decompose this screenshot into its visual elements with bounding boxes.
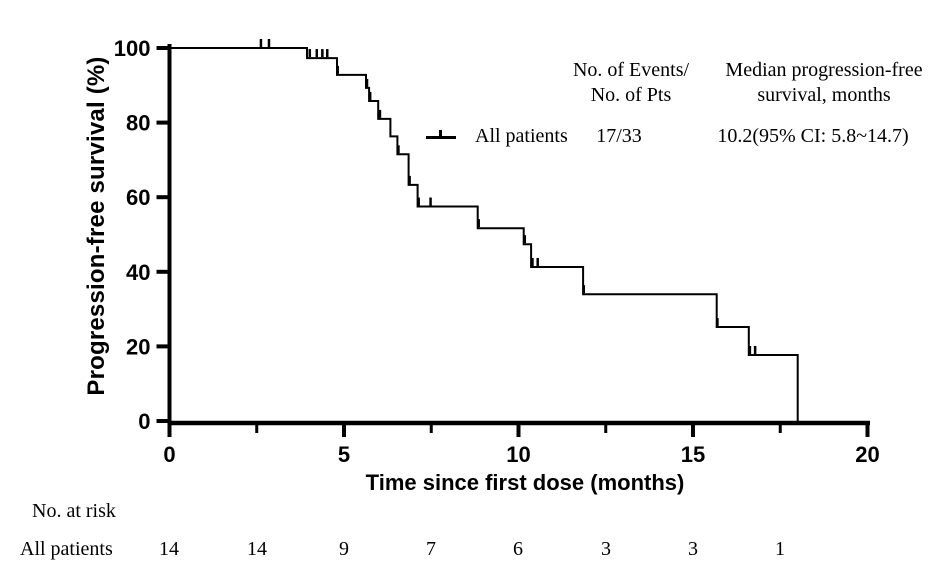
- at-risk-count: 3: [688, 538, 698, 560]
- x-tick-label: 10: [506, 442, 530, 467]
- events-column-header: No. of Events/ No. of Pts: [556, 58, 706, 108]
- at-risk-count: 1: [775, 538, 785, 560]
- at-risk-count: 14: [159, 538, 179, 560]
- number-at-risk-row-label: All patients: [20, 538, 113, 560]
- x-tick-label: 15: [681, 442, 705, 467]
- median-column-header: Median progression-free survival, months: [704, 58, 931, 108]
- y-tick-label: 80: [126, 111, 150, 136]
- legend-line-symbol: [426, 130, 456, 139]
- at-risk-count: 6: [513, 538, 523, 560]
- events-header-line2: No. of Pts: [590, 84, 672, 106]
- events-value: 17/33: [596, 125, 642, 147]
- median-value: 10.2(95% CI: 5.8~14.7): [717, 125, 909, 147]
- at-risk-count: 7: [426, 538, 436, 560]
- number-at-risk-title: No. at risk: [32, 500, 116, 522]
- y-tick-label: 60: [126, 185, 150, 210]
- median-header-line1: Median progression-free: [725, 59, 923, 81]
- x-axis-title: Time since first dose (months): [365, 470, 685, 495]
- x-tick-label: 0: [163, 442, 175, 467]
- at-risk-count: 14: [247, 538, 267, 560]
- y-tick-label: 40: [126, 260, 150, 285]
- y-tick-label: 20: [126, 334, 150, 359]
- median-header-line2: survival, months: [757, 84, 891, 106]
- at-risk-count: 3: [601, 538, 611, 560]
- events-header-line1: No. of Events/: [572, 59, 690, 81]
- legend-series-label: All patients: [475, 125, 568, 147]
- x-tick-label: 20: [855, 442, 879, 467]
- x-tick-label: 5: [338, 442, 350, 467]
- y-axis-title: Progression-free survival (%): [83, 56, 110, 396]
- at-risk-count: 9: [339, 538, 349, 560]
- y-tick-label: 0: [138, 409, 150, 434]
- legend-censor-tick-icon: [439, 130, 442, 139]
- y-tick-label: 100: [114, 36, 151, 61]
